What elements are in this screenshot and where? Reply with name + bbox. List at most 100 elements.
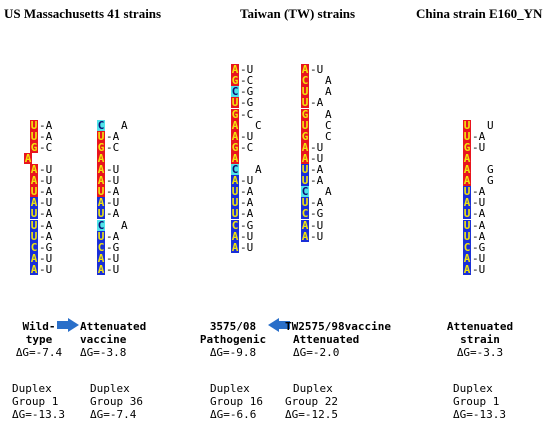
paired-base: -A <box>106 185 120 199</box>
nucleotide: A <box>463 196 471 210</box>
nucleotide: C <box>231 85 239 99</box>
paired-base: -U <box>39 196 53 210</box>
header-china: China strain E160_YN <box>416 6 543 21</box>
nucleotide: C <box>463 240 471 254</box>
nucleotide: A <box>30 163 38 176</box>
paired-base: -A <box>106 207 120 221</box>
paired-base: -A <box>472 218 486 232</box>
tw2575-dg: ΔG=-2.0 <box>293 346 340 359</box>
duplex-wild-type: Duplex Group 1 ΔG=-13.3 <box>12 382 72 421</box>
nucleotide: G <box>231 140 239 154</box>
paired-base: -U <box>240 63 254 77</box>
china-duplex-dg: ΔG=-13.3 <box>453 408 506 421</box>
paired-base: -C <box>39 140 53 154</box>
vaccine-title-2: vaccine <box>80 333 127 346</box>
unpaired-base: A <box>325 185 332 199</box>
nucleotide: A <box>463 174 471 188</box>
paired-base: -A <box>106 129 120 143</box>
paired-base: -A <box>472 207 486 221</box>
unpaired-base: U <box>487 118 494 132</box>
paired-base: -C <box>240 107 254 121</box>
paired-base: -C <box>240 140 254 154</box>
nucleotide: U <box>231 196 239 210</box>
paired-base: -A <box>39 218 53 232</box>
nucleotide: G <box>301 129 309 143</box>
unpaired-base: A <box>325 85 332 99</box>
nucleotide: C <box>301 74 309 88</box>
nucleotide: U <box>97 207 105 221</box>
paired-base: -U <box>310 229 324 243</box>
label-tw3575: 3575/08 Pathogenic ΔG=-9.8 <box>195 320 271 359</box>
china-group: Group 1 <box>453 395 500 408</box>
tw3575-duplex-dg: ΔG=-6.6 <box>210 408 257 421</box>
wild-type-title-1: Wild- <box>22 320 56 333</box>
unpaired-base: A <box>121 218 128 232</box>
nucleotide: A <box>30 251 38 265</box>
nucleotide: U <box>231 185 239 199</box>
paired-base: -U <box>39 163 53 176</box>
unpaired-base: A <box>121 118 128 132</box>
paired-base: -U <box>106 196 120 210</box>
nucleotide: A <box>231 129 239 143</box>
paired-base: -A <box>310 174 324 188</box>
arrow-right-icon <box>57 318 79 332</box>
nucleotide: A <box>301 218 309 232</box>
paired-base: -U <box>106 163 120 176</box>
label-china: Attenuated strain ΔG=-3.3 <box>440 320 520 359</box>
paired-base: -U <box>472 196 486 210</box>
paired-base: -U <box>39 174 53 188</box>
paired-base: -U <box>472 262 486 276</box>
paired-base: -C <box>240 74 254 88</box>
nucleotide: A <box>30 262 38 276</box>
paired-base: -A <box>310 196 324 210</box>
paired-base: -U <box>106 262 120 276</box>
nucleotide: A <box>463 262 471 276</box>
china-title-2: strain <box>460 333 500 346</box>
paired-base: -U <box>310 140 324 154</box>
tw2575-duplex: Duplex <box>293 382 333 395</box>
china-title-1: Attenuated <box>446 320 514 333</box>
paired-base: -A <box>310 96 324 110</box>
unpaired-base: A <box>325 107 332 121</box>
nucleotide: U <box>463 218 471 232</box>
nucleotide: U <box>30 185 38 199</box>
nucleotide: C <box>30 240 38 254</box>
nucleotide: U <box>30 229 38 243</box>
unpaired-base: G <box>487 163 494 176</box>
paired-base: -A <box>472 129 486 143</box>
nucleotide: U <box>30 207 38 221</box>
nucleotide: G <box>97 140 105 154</box>
paired-base: -A <box>39 207 53 221</box>
label-tw2575: TW2575/98vaccine Attenuated ΔG=-2.0 <box>285 320 397 359</box>
china-duplex: Duplex <box>453 382 493 395</box>
tw2575-duplex-dg: ΔG=-12.5 <box>285 408 338 421</box>
tw3575-title-2: Pathogenic <box>199 333 267 346</box>
paired-base: -A <box>39 118 53 132</box>
china-dg: ΔG=-3.3 <box>456 346 504 359</box>
nucleotide: C <box>231 218 239 232</box>
nucleotide: A <box>97 262 105 276</box>
paired-base: -A <box>240 185 254 199</box>
nucleotide: A <box>30 174 38 188</box>
paired-base: -A <box>472 229 486 243</box>
arrow-left-icon <box>268 318 290 332</box>
vaccine-duplex-dg: ΔG=-7.4 <box>90 408 137 421</box>
label-attenuated-vaccine: Attenuated vaccine ΔG=-3.8 <box>80 320 160 359</box>
paired-base: -U <box>310 218 324 232</box>
nucleotide: A <box>231 240 239 254</box>
nucleotide: U <box>97 185 105 199</box>
duplex-tw2575: Duplex Group 22 ΔG=-12.5 <box>285 382 365 421</box>
tw3575-group: Group 16 <box>210 395 263 408</box>
nucleotide: A <box>463 251 471 265</box>
unpaired-base: C <box>325 118 332 132</box>
nucleotide: U <box>301 96 309 110</box>
paired-base: -G <box>240 96 254 110</box>
paired-base: -U <box>472 140 486 154</box>
paired-base: -G <box>310 207 324 221</box>
nucleotide: U <box>463 207 471 221</box>
wild-type-duplex: Duplex <box>12 382 52 395</box>
header-tw: Taiwan (TW) strains <box>240 6 356 21</box>
wild-type-group: Group 1 <box>12 395 59 408</box>
nucleotide: A <box>231 174 239 188</box>
paired-base: -A <box>240 207 254 221</box>
